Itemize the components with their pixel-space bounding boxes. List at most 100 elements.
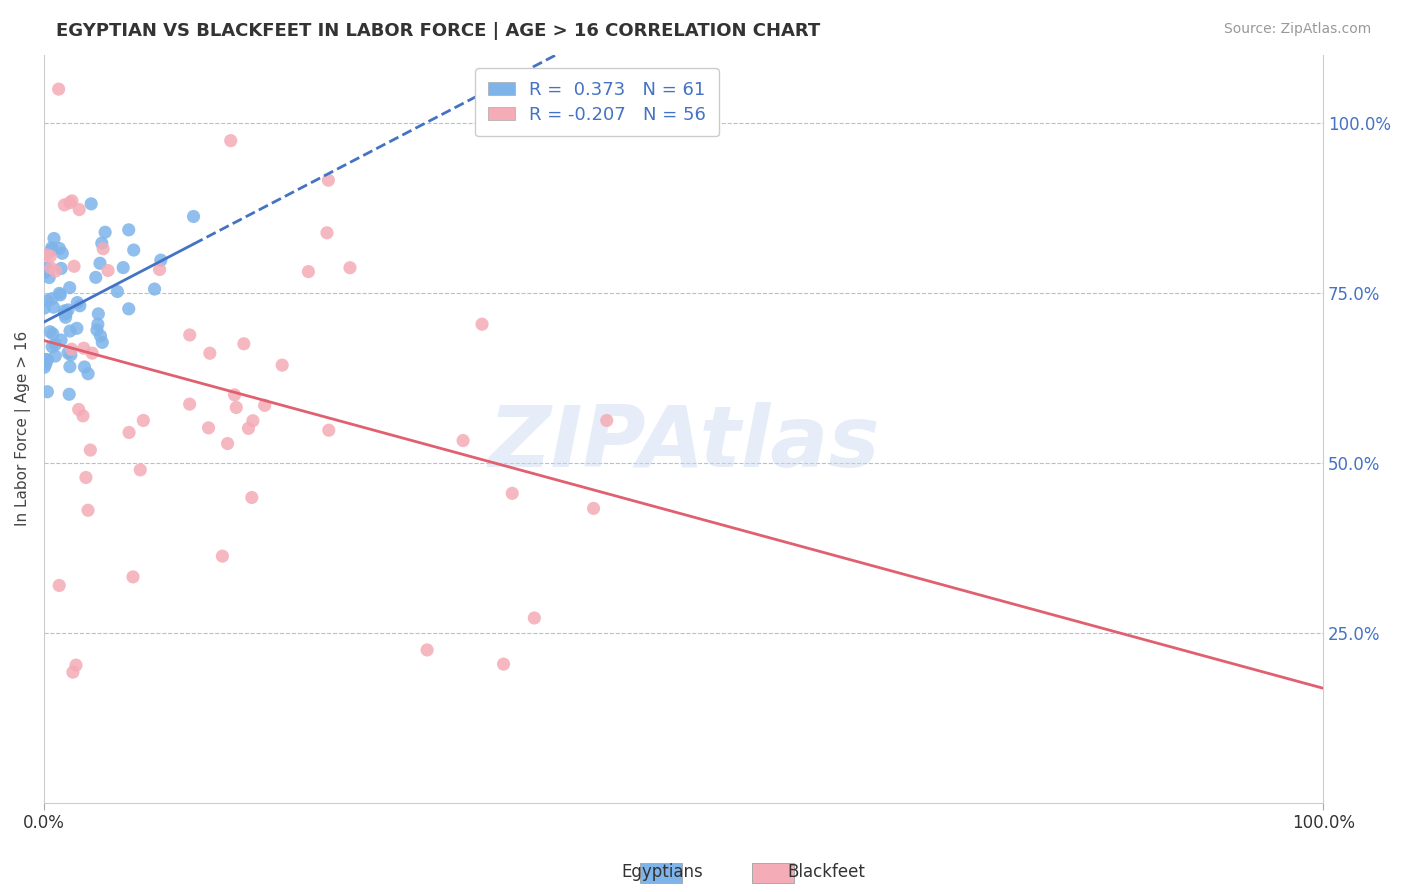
Point bbox=[240, 491, 263, 505]
Point bbox=[75, 470, 97, 484]
Point bbox=[59, 280, 82, 294]
Point bbox=[89, 329, 111, 343]
Point bbox=[238, 421, 260, 435]
Point bbox=[41, 340, 63, 354]
Point bbox=[48, 82, 70, 96]
Point bbox=[253, 398, 276, 412]
Point bbox=[39, 249, 62, 263]
Point bbox=[34, 265, 56, 279]
Point bbox=[39, 325, 62, 339]
Point bbox=[34, 352, 56, 367]
Point bbox=[34, 301, 56, 315]
Point bbox=[451, 434, 474, 448]
Point bbox=[35, 261, 58, 276]
Point bbox=[318, 173, 340, 187]
Point bbox=[49, 261, 72, 276]
Point bbox=[41, 292, 63, 306]
Text: Source: ZipAtlas.com: Source: ZipAtlas.com bbox=[1223, 22, 1371, 37]
Point bbox=[73, 341, 96, 355]
Point bbox=[48, 242, 70, 256]
Text: Blackfeet: Blackfeet bbox=[787, 863, 865, 881]
Point bbox=[122, 243, 145, 257]
Point bbox=[118, 301, 141, 316]
Point bbox=[56, 346, 79, 360]
Point bbox=[66, 321, 89, 335]
Point bbox=[217, 436, 239, 450]
Point bbox=[91, 242, 114, 256]
Point bbox=[41, 244, 63, 258]
Y-axis label: In Labor Force | Age > 16: In Labor Force | Age > 16 bbox=[15, 331, 31, 526]
Point bbox=[59, 359, 82, 374]
Point bbox=[53, 307, 76, 321]
Point bbox=[48, 578, 70, 592]
Point bbox=[77, 367, 100, 381]
Point bbox=[91, 335, 114, 350]
Point bbox=[67, 202, 90, 217]
Point bbox=[51, 246, 73, 260]
Point bbox=[242, 414, 264, 428]
Point bbox=[132, 413, 155, 427]
Point bbox=[49, 333, 72, 347]
Point bbox=[596, 413, 619, 427]
Point bbox=[69, 299, 91, 313]
Point bbox=[94, 225, 117, 239]
Point bbox=[48, 286, 70, 301]
Point bbox=[79, 443, 101, 458]
Point bbox=[179, 397, 201, 411]
Point bbox=[224, 388, 246, 402]
Point bbox=[35, 357, 58, 371]
Point bbox=[318, 423, 340, 437]
Point bbox=[118, 223, 141, 237]
Point bbox=[118, 425, 141, 440]
Point bbox=[59, 195, 82, 210]
Point bbox=[582, 501, 605, 516]
Point bbox=[198, 346, 221, 360]
Point bbox=[63, 260, 86, 274]
Point bbox=[67, 402, 90, 417]
Point bbox=[45, 264, 67, 278]
Point bbox=[97, 263, 120, 277]
Text: EGYPTIAN VS BLACKFEET IN LABOR FORCE | AGE > 16 CORRELATION CHART: EGYPTIAN VS BLACKFEET IN LABOR FORCE | A… bbox=[56, 22, 821, 40]
Text: ZIPAtlas: ZIPAtlas bbox=[488, 402, 880, 485]
Point bbox=[219, 134, 242, 148]
Point bbox=[77, 503, 100, 517]
Point bbox=[232, 336, 254, 351]
Point bbox=[72, 409, 94, 423]
Point bbox=[59, 324, 82, 338]
Point bbox=[42, 326, 65, 341]
Point bbox=[148, 262, 170, 277]
Point bbox=[66, 295, 89, 310]
Point bbox=[501, 486, 523, 500]
Point bbox=[339, 260, 361, 275]
Point bbox=[42, 231, 65, 245]
Point bbox=[297, 264, 319, 278]
Point bbox=[316, 226, 339, 240]
Point bbox=[179, 328, 201, 343]
Point bbox=[84, 270, 107, 285]
Point bbox=[87, 318, 110, 332]
Point bbox=[39, 260, 62, 275]
Point bbox=[35, 248, 58, 262]
Point bbox=[53, 198, 76, 212]
Point bbox=[41, 241, 63, 255]
Point bbox=[38, 270, 60, 285]
Point bbox=[49, 288, 72, 302]
Point bbox=[211, 549, 233, 563]
Point bbox=[37, 293, 59, 308]
Point bbox=[197, 421, 219, 435]
Point bbox=[523, 611, 546, 625]
Point bbox=[122, 570, 145, 584]
Point bbox=[73, 359, 96, 374]
Point bbox=[65, 658, 87, 673]
Point bbox=[56, 302, 79, 317]
Point bbox=[271, 358, 294, 372]
Legend: R =  0.373   N = 61, R = -0.207   N = 56: R = 0.373 N = 61, R = -0.207 N = 56 bbox=[475, 68, 718, 136]
Point bbox=[225, 401, 247, 415]
Point bbox=[80, 197, 103, 211]
Point bbox=[42, 300, 65, 314]
Point bbox=[44, 337, 66, 351]
Point bbox=[34, 360, 56, 375]
Point bbox=[62, 665, 84, 680]
Point bbox=[53, 304, 76, 318]
Point bbox=[58, 387, 80, 401]
